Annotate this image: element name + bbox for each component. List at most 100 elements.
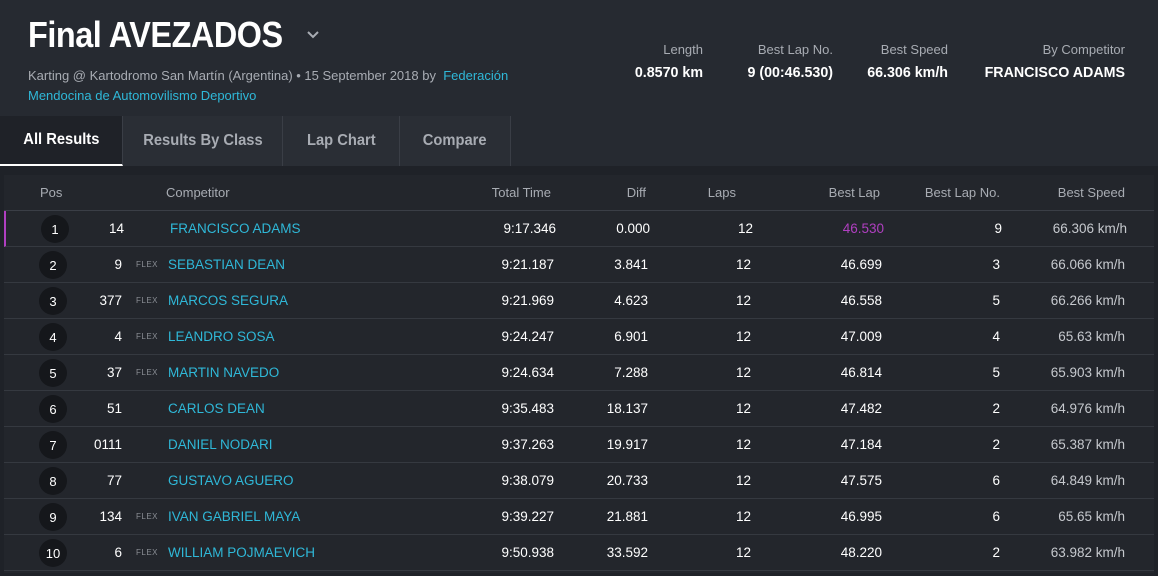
kart-number: 77 xyxy=(106,473,122,488)
total-time: 9:35.483 xyxy=(501,401,554,416)
table-row[interactable]: 10 6 FLEX WILLIAM POJMAEVICH 9:50.938 33.592 1… xyxy=(4,535,1154,571)
laps-value: 12 xyxy=(735,401,751,416)
col-best-lap[interactable]: Best Lap xyxy=(828,185,880,200)
competitor-name[interactable]: LEANDRO SOSA xyxy=(168,329,275,344)
laps-value: 12 xyxy=(735,509,751,524)
best-lap-no-value: 6 xyxy=(992,473,1000,488)
position-badge: 1 xyxy=(41,215,69,243)
col-best-lap-no[interactable]: Best Lap No. xyxy=(924,185,1000,200)
position-badge: 10 xyxy=(39,539,67,567)
table-row[interactable]: 9 134 FLEX IVAN GABRIEL MAYA 9:39.227 21.881 1… xyxy=(4,499,1154,535)
best-lap-no-value: 2 xyxy=(992,545,1000,560)
event-subtitle-text: Karting @ Kartodromo San Martín (Argenti… xyxy=(28,68,436,83)
organizer-link[interactable]: Federación Mendocina de Automovilismo De… xyxy=(28,68,509,103)
best-lap-no-value: 9 xyxy=(994,221,1002,236)
col-pos[interactable]: Pos xyxy=(40,185,63,200)
laps-value: 12 xyxy=(735,365,751,380)
table-row[interactable]: 2 9 FLEX SEBASTIAN DEAN 9:21.187 3.841 12 46.69… xyxy=(4,247,1154,283)
col-laps[interactable]: Laps xyxy=(707,185,736,200)
title-row: Final AVEZADOS xyxy=(28,14,323,56)
stat-length-label: Length xyxy=(663,42,703,57)
laps-value: 12 xyxy=(735,545,751,560)
best-lap-value: 46.558 xyxy=(840,293,882,308)
diff-value: 20.733 xyxy=(606,473,648,488)
table-row[interactable]: 7 0111 DANIEL NODARI 9:37.263 19.917 12 47.184… xyxy=(4,427,1154,463)
competitor-name[interactable]: MARCOS SEGURA xyxy=(168,293,289,308)
table-row[interactable]: 8 77 GUSTAVO AGUERO 9:38.079 20.733 12 47.575 6… xyxy=(4,463,1154,499)
kart-number: 37 xyxy=(106,365,122,380)
kart-number: 51 xyxy=(106,401,122,416)
position-badge: 5 xyxy=(39,359,67,387)
chevron-down-icon[interactable] xyxy=(303,25,323,45)
position-badge: 4 xyxy=(39,323,67,351)
kart-number: 377 xyxy=(99,293,122,308)
best-speed-value: 66.066 km/h xyxy=(1050,257,1125,272)
stat-best-lap-no-value: 9 (00:46.530) xyxy=(747,64,833,81)
position-badge: 2 xyxy=(39,251,67,279)
best-lap-no-value: 6 xyxy=(992,509,1000,524)
best-lap-no-value: 2 xyxy=(992,401,1000,416)
best-speed-value: 66.266 km/h xyxy=(1050,293,1125,308)
best-speed-value: 66.306 km/h xyxy=(1052,221,1127,236)
class-badge: FLEX xyxy=(136,296,159,305)
total-time: 9:50.938 xyxy=(501,545,554,560)
kart-number: 14 xyxy=(108,221,124,236)
competitor-name[interactable]: MARTIN NAVEDO xyxy=(168,365,280,380)
diff-value: 7.288 xyxy=(614,365,648,380)
position-badge: 3 xyxy=(39,287,67,315)
stat-best-speed-label: Best Speed xyxy=(880,42,948,57)
col-competitor[interactable]: Competitor xyxy=(166,185,230,200)
competitor-name[interactable]: WILLIAM POJMAEVICH xyxy=(168,545,316,560)
competitor-name[interactable]: GUSTAVO AGUERO xyxy=(168,473,294,488)
table-row[interactable]: 6 51 CARLOS DEAN 9:35.483 18.137 12 47.482 2 64.… xyxy=(4,391,1154,427)
competitor-name[interactable]: CARLOS DEAN xyxy=(168,401,265,416)
tab-lap-chart[interactable]: Lap Chart xyxy=(283,116,400,166)
results-tabs: All Results Results By Class Lap Chart C… xyxy=(0,116,1158,166)
best-lap-no-value: 5 xyxy=(992,365,1000,380)
tab-all-results[interactable]: All Results xyxy=(0,116,123,166)
stat-length: Length 0.8570 km xyxy=(600,42,703,81)
competitor-name[interactable]: SEBASTIAN DEAN xyxy=(168,257,286,272)
total-time: 9:17.346 xyxy=(503,221,556,236)
best-speed-value: 65.903 km/h xyxy=(1050,365,1125,380)
laps-value: 12 xyxy=(737,221,753,236)
best-lap-no-value: 4 xyxy=(992,329,1000,344)
col-total-time[interactable]: Total Time xyxy=(491,185,551,200)
tab-results-by-class[interactable]: Results By Class xyxy=(123,116,283,166)
laps-value: 12 xyxy=(735,329,751,344)
stat-by-competitor-value: FRANCISCO ADAMS xyxy=(984,64,1125,81)
diff-value: 3.841 xyxy=(614,257,648,272)
event-subtitle: Karting @ Kartodromo San Martín (Argenti… xyxy=(28,66,568,106)
table-row[interactable]: 1 14 FRANCISCO ADAMS 9:17.346 0.000 12 46.530 9… xyxy=(4,211,1154,247)
best-speed-value: 64.849 km/h xyxy=(1050,473,1125,488)
tab-compare[interactable]: Compare xyxy=(400,116,511,166)
laps-value: 12 xyxy=(735,257,751,272)
best-lap-value: 48.220 xyxy=(840,545,882,560)
diff-value: 19.917 xyxy=(606,437,648,452)
position-badge: 9 xyxy=(39,503,67,531)
class-badge: FLEX xyxy=(136,332,159,341)
col-diff[interactable]: Diff xyxy=(626,185,646,200)
competitor-name[interactable]: FRANCISCO ADAMS xyxy=(170,221,301,236)
best-lap-no-value: 3 xyxy=(992,257,1000,272)
total-time: 9:24.247 xyxy=(501,329,554,344)
best-lap-value: 47.575 xyxy=(840,473,882,488)
table-row[interactable]: 3 377 FLEX MARCOS SEGURA 9:21.969 4.623 12 46.5… xyxy=(4,283,1154,319)
kart-number: 4 xyxy=(114,329,122,344)
kart-number: 134 xyxy=(99,509,122,524)
event-title: Final AVEZADOS xyxy=(28,14,283,55)
competitor-name[interactable]: DANIEL NODARI xyxy=(168,437,273,452)
table-row[interactable]: 4 4 FLEX LEANDRO SOSA 9:24.247 6.901 12 47.009 4… xyxy=(4,319,1154,355)
diff-value: 21.881 xyxy=(606,509,648,524)
total-time: 9:21.187 xyxy=(501,257,554,272)
diff-value: 4.623 xyxy=(614,293,648,308)
laps-value: 12 xyxy=(735,473,751,488)
stat-by-competitor-label: By Competitor xyxy=(1042,42,1125,57)
diff-value: 6.901 xyxy=(614,329,648,344)
stat-best-lap-no-label: Best Lap No. xyxy=(757,42,833,57)
class-badge: FLEX xyxy=(136,512,159,521)
col-best-speed[interactable]: Best Speed xyxy=(1057,185,1125,200)
table-row[interactable]: 5 37 FLEX MARTIN NAVEDO 9:24.634 7.288 12 46.81… xyxy=(4,355,1154,391)
kart-number: 0111 xyxy=(93,437,122,452)
competitor-name[interactable]: IVAN GABRIEL MAYA xyxy=(168,509,301,524)
